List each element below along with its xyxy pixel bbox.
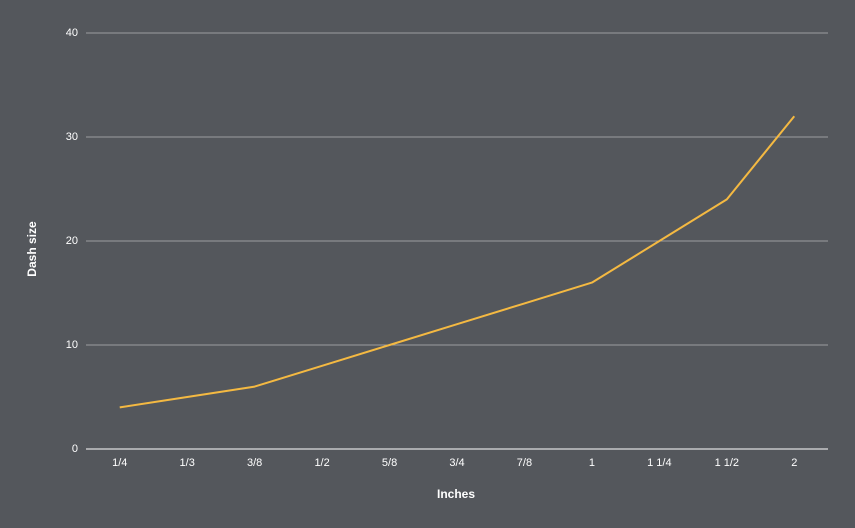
x-tick-label: 1/3	[180, 457, 195, 469]
x-tick-label: 1/2	[314, 457, 329, 469]
x-tick-label: 5/8	[382, 457, 397, 469]
x-tick-label: 7/8	[517, 457, 532, 469]
y-tick-label: 30	[66, 131, 78, 143]
x-axis-title: Inches	[437, 487, 475, 501]
x-tick-label: 1 1/2	[715, 457, 739, 469]
y-tick-label: 0	[72, 443, 78, 455]
x-tick-label: 1	[589, 457, 595, 469]
x-tick-label: 1 1/4	[647, 457, 671, 469]
y-axis-title: Dash size	[25, 221, 39, 277]
data-line	[119, 115, 796, 409]
x-tick-label: 2	[791, 457, 797, 469]
x-tick-label: 3/8	[247, 457, 262, 469]
x-tick-label: 3/4	[449, 457, 464, 469]
x-tick-label: 1/4	[112, 457, 127, 469]
y-tick-label: 10	[66, 339, 78, 351]
y-tick-label: 40	[66, 27, 78, 39]
y-tick-label: 20	[66, 235, 78, 247]
